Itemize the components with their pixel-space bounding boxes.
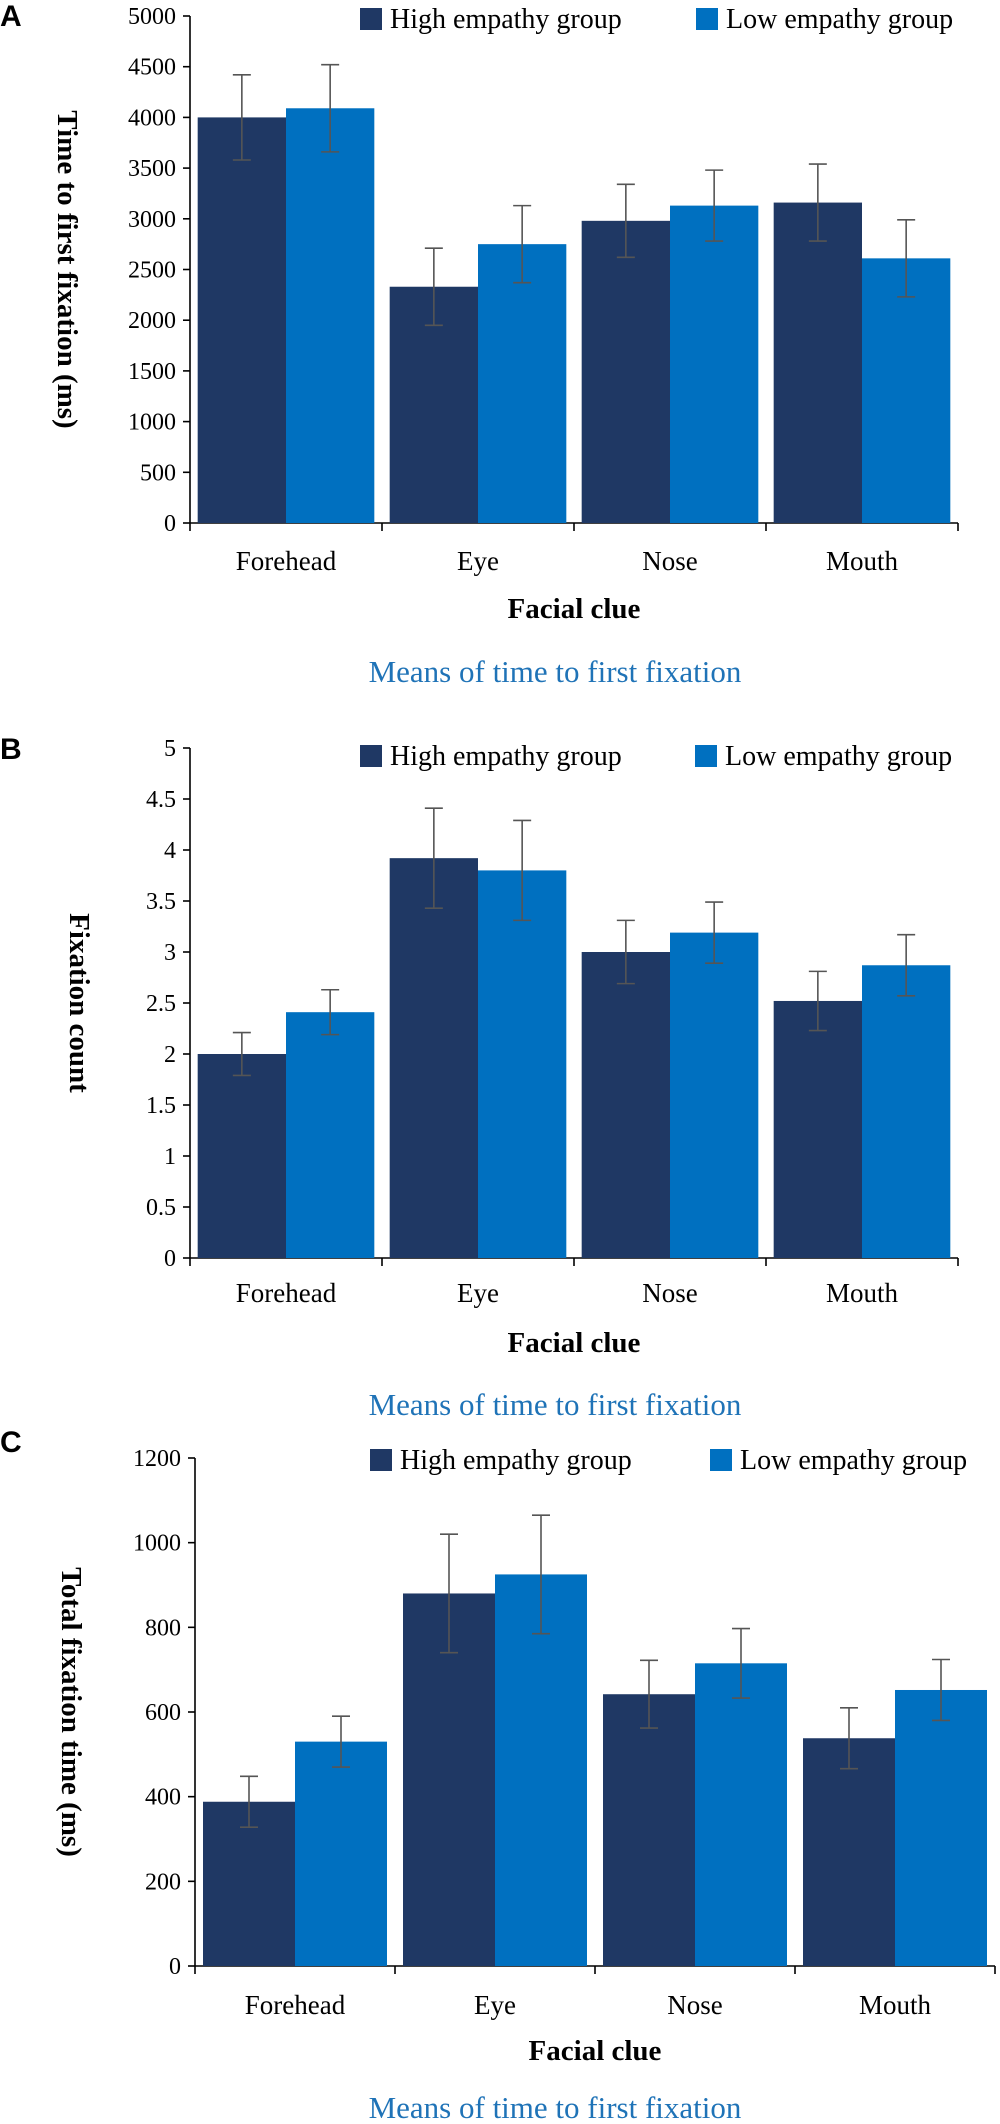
y-tick-label: 4000 (128, 105, 176, 131)
legend-swatch-high (360, 8, 382, 30)
bar-eye-low (495, 1574, 587, 1966)
y-tick-label: 500 (140, 460, 176, 486)
y-axis-title: Fixation count (63, 913, 95, 1093)
x-category-label: Eye (457, 1278, 499, 1308)
chart-caption: Means of time to first fixation (369, 654, 742, 689)
y-tick-label: 1.5 (146, 1093, 176, 1119)
y-tick-label: 2.5 (146, 991, 176, 1017)
y-tick-label: 1000 (128, 410, 176, 436)
y-tick-label: 2000 (128, 308, 176, 334)
x-category-label: Mouth (826, 546, 899, 576)
bar-mouth-low (862, 965, 951, 1258)
chart-panel-a: A 0 500 1000 1500 2000 2500 3000 3500 4000 4500 500… (0, 0, 959, 689)
bar-mouth-low (895, 1689, 987, 1966)
legend-swatch-low (696, 8, 718, 30)
y-axis-title: Time to first fixation (ms) (51, 110, 83, 428)
bar-eye-low (478, 870, 567, 1258)
bar-eye-high (389, 286, 478, 523)
x-axis-title: Facial clue (508, 1327, 641, 1359)
y-tick-label: 4 (164, 838, 176, 864)
legend-swatch-low (710, 1449, 732, 1471)
bar-eye-high (403, 1593, 495, 1966)
bar-forehead-high (197, 1054, 286, 1258)
panel-label: A (0, 0, 22, 33)
x-category-label: Mouth (826, 1278, 899, 1308)
chart-panel-c: C 0 200 400 600 800 1000 1200 Forehead Eye Nose Mou… (0, 1426, 996, 2124)
y-tick-label: 3.5 (146, 889, 176, 915)
bar-nose-high (581, 220, 670, 523)
y-tick-label: 3500 (128, 156, 176, 182)
bar-eye-low (478, 244, 567, 523)
chart-caption: Means of time to first fixation (369, 2090, 742, 2124)
bar-forehead-high (203, 1801, 295, 1966)
y-tick-label: 0.5 (146, 1195, 176, 1221)
legend-swatch-low (695, 745, 717, 767)
y-tick-label: 3000 (128, 207, 176, 233)
x-category-label: Nose (642, 1278, 698, 1308)
y-tick-label: 2 (164, 1042, 176, 1068)
y-tick-label: 1500 (128, 359, 176, 385)
y-axis-title: Total fixation time (ms) (55, 1567, 87, 1857)
legend-swatch-high (360, 745, 382, 767)
legend-label: High empathy group (390, 741, 622, 772)
y-tick-label: 0 (169, 1954, 181, 1980)
y-tick-label: 4500 (128, 55, 176, 81)
x-category-label: Forehead (236, 546, 337, 576)
x-axis-title: Facial clue (508, 593, 641, 625)
y-tick-label: 1000 (133, 1531, 181, 1557)
bar-mouth-high (773, 202, 862, 524)
x-category-label: Forehead (236, 1278, 337, 1308)
x-category-label: Eye (474, 1990, 516, 2020)
y-tick-label: 5 (164, 736, 176, 762)
y-tick-label: 800 (145, 1615, 181, 1641)
legend-label: High empathy group (390, 4, 622, 35)
bar-mouth-low (862, 258, 951, 523)
legend-swatch-high (370, 1449, 392, 1471)
bar-forehead-low (286, 108, 375, 524)
chart-panel-b: B 0 0.5 1 1.5 2 2.5 3 3.5 4 4.5 5 Forehead Eye Nose Mou… (0, 733, 959, 1422)
x-category-label: Mouth (859, 1990, 932, 2020)
bar-nose-low (670, 932, 759, 1258)
bar-nose-high (603, 1694, 695, 1966)
bar-mouth-high (803, 1738, 895, 1966)
x-category-label: Nose (667, 1990, 723, 2020)
x-category-label: Eye (457, 546, 499, 576)
x-axis-title: Facial clue (529, 2035, 662, 2067)
x-category-label: Nose (642, 546, 698, 576)
bar-nose-low (670, 205, 759, 524)
y-tick-label: 4.5 (146, 787, 176, 813)
y-tick-label: 600 (145, 1700, 181, 1726)
y-tick-label: 3 (164, 940, 176, 966)
bar-forehead-low (286, 1012, 375, 1258)
panel-label: B (0, 733, 22, 766)
x-category-label: Forehead (245, 1990, 346, 2020)
bar-forehead-low (295, 1741, 387, 1966)
bar-mouth-high (773, 1000, 862, 1258)
y-tick-label: 0 (164, 511, 176, 537)
legend-label: Low empathy group (726, 4, 953, 35)
panel-label: C (0, 1426, 22, 1459)
y-tick-label: 2500 (128, 258, 176, 284)
legend-label: Low empathy group (725, 741, 952, 772)
bar-forehead-high (197, 117, 286, 524)
y-tick-label: 400 (145, 1785, 181, 1811)
y-tick-label: 1 (164, 1144, 176, 1170)
bar-eye-high (389, 858, 478, 1258)
bar-nose-low (695, 1663, 787, 1966)
y-tick-label: 5000 (128, 4, 176, 30)
y-tick-label: 1200 (133, 1446, 181, 1472)
y-tick-label: 0 (164, 1246, 176, 1272)
bar-nose-high (581, 952, 670, 1258)
chart-caption: Means of time to first fixation (369, 1387, 742, 1422)
y-tick-label: 200 (145, 1869, 181, 1895)
legend-label: Low empathy group (740, 1445, 967, 1476)
legend-label: High empathy group (400, 1445, 632, 1476)
